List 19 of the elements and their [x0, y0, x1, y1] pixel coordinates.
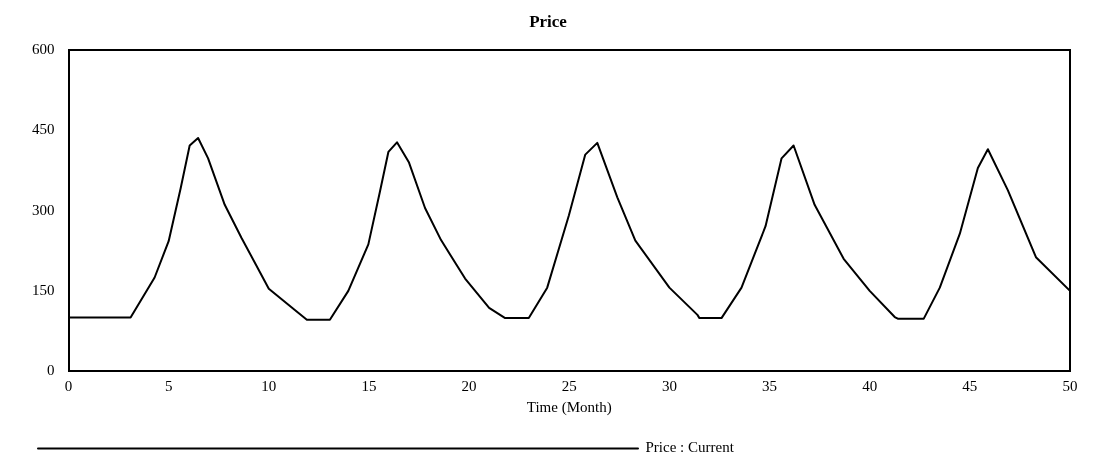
x-tick-label: 45: [962, 377, 978, 394]
x-axis-title: Time (Month): [526, 398, 612, 416]
y-tick-label: 450: [32, 121, 55, 138]
x-tick-label: 20: [461, 377, 477, 394]
y-tick-label: 300: [32, 201, 55, 218]
x-tick-label: 35: [762, 377, 778, 394]
x-tick-label: 0: [64, 377, 73, 394]
y-tick-label: 0: [47, 361, 55, 378]
x-tick-label: 40: [862, 377, 878, 394]
x-tick-label: 10: [261, 377, 277, 394]
text: Price : Current: [645, 439, 735, 456]
y-tick-label: 150: [32, 281, 55, 298]
y-tick-label: 600: [32, 41, 55, 58]
x-tick-label: 30: [661, 377, 677, 394]
chart-title: Price: [529, 11, 568, 31]
x-tick-label: 50: [1062, 377, 1078, 394]
x-tick-label: 5: [164, 377, 173, 394]
x-tick-label: 15: [361, 377, 377, 394]
x-tick-label: 25: [561, 377, 577, 394]
